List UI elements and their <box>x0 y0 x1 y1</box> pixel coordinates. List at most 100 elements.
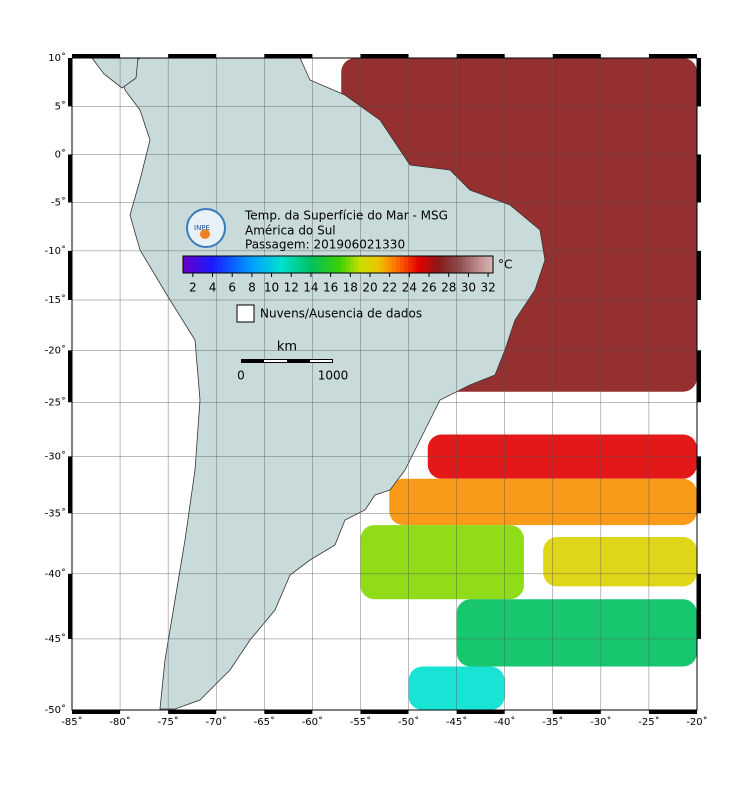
frame-segment <box>68 573 72 639</box>
colorbar-cell <box>303 256 308 273</box>
colorbar-cell <box>283 256 289 273</box>
colorbar-cell <box>469 256 475 273</box>
colorbar-cell <box>481 256 486 273</box>
frame-segment <box>697 350 701 403</box>
colorbar-cell <box>458 256 463 273</box>
lat-tick-label: -35˚ <box>45 507 66 519</box>
colorbar-tick-label: 26 <box>421 281 436 295</box>
colorbar-cell <box>341 256 347 273</box>
scale-end: 1000 <box>318 369 349 383</box>
colorbar-cell <box>264 256 269 273</box>
frame-segment <box>68 250 72 301</box>
colorbar-cell <box>198 256 203 273</box>
colorbar-cell <box>276 256 281 273</box>
colorbar-cell <box>287 256 292 273</box>
lat-tick-label: 5˚ <box>55 100 66 112</box>
colorbar-tick-label: 24 <box>402 281 417 295</box>
colorbar-tick-label: 18 <box>343 281 358 295</box>
scale-unit: km <box>277 340 297 355</box>
colorbar-cell <box>245 256 250 273</box>
colorbar-tick-label: 12 <box>284 281 299 295</box>
colorbar-cell <box>330 256 335 273</box>
colorbar-cell <box>376 256 382 273</box>
lon-tick-label: -35˚ <box>542 716 563 728</box>
frame-segment <box>648 54 697 58</box>
colorbar-cell <box>465 256 471 273</box>
colorbar-cell <box>423 256 428 273</box>
colorbar-tick-label: 8 <box>248 281 256 295</box>
sst-region <box>456 599 697 667</box>
colorbar-cell <box>415 256 420 273</box>
colorbar-cell <box>299 256 304 273</box>
lat-tick-label: -10˚ <box>45 245 66 257</box>
lat-tick-label: -45˚ <box>45 633 66 645</box>
lon-tick-label: -80˚ <box>109 716 130 728</box>
colorbar-cell <box>252 256 258 273</box>
frame-segment <box>456 710 505 714</box>
colorbar-cell <box>369 256 374 273</box>
colorbar-cell <box>473 256 478 273</box>
frame-segment <box>72 54 121 58</box>
lat-tick-label: 0˚ <box>55 148 66 160</box>
colorbar-cell <box>310 256 316 273</box>
colorbar-cell <box>477 256 482 273</box>
colorbar-cell <box>392 256 397 273</box>
colorbar-cell <box>388 256 393 273</box>
frame-segment <box>68 58 72 107</box>
colorbar-cell <box>318 256 323 273</box>
colorbar-tick-label: 22 <box>382 281 397 295</box>
colorbar-cell <box>349 256 354 273</box>
colorbar-cell <box>206 256 211 273</box>
colorbar-cell <box>225 256 230 273</box>
lon-tick-label: -60˚ <box>302 716 323 728</box>
colorbar-cell <box>365 256 370 273</box>
colorbar-cell <box>229 256 234 273</box>
lon-tick-label: -45˚ <box>446 716 467 728</box>
colorbar-cell <box>210 256 215 273</box>
logo <box>186 208 226 248</box>
colorbar-cell <box>400 256 405 273</box>
colorbar-cell <box>194 256 199 273</box>
frame-segment <box>68 456 72 514</box>
colorbar-cell <box>326 256 331 273</box>
logo-dot <box>200 229 210 239</box>
sst-region <box>543 537 697 587</box>
scale-bar-segment <box>264 360 287 362</box>
colorbar-cell <box>272 256 277 273</box>
frame-segment <box>264 54 313 58</box>
lon-tick-label: -50˚ <box>398 716 419 728</box>
colorbar-cell <box>384 256 389 273</box>
colorbar-cell <box>372 256 378 273</box>
colorbar-cell <box>214 256 219 273</box>
colorbar-cell <box>454 256 459 273</box>
colorbar-cell <box>241 256 246 273</box>
colorbar-cell <box>434 256 440 273</box>
sst-region <box>389 478 697 526</box>
colorbar-tick-label: 14 <box>303 281 318 295</box>
scale-bar-segment <box>310 360 332 362</box>
colorbar-cell <box>431 256 436 273</box>
colorbar-cell <box>248 256 254 273</box>
colorbar-cell <box>314 256 320 273</box>
lon-tick-label: -30˚ <box>590 716 611 728</box>
colorbar-tick-label: 32 <box>480 281 495 295</box>
colorbar-cell <box>279 256 285 273</box>
colorbar-cell <box>419 256 424 273</box>
lon-tick-label: -75˚ <box>157 716 178 728</box>
frame-segment <box>552 54 601 58</box>
frame-segment <box>697 573 701 639</box>
colorbar-cell <box>380 256 385 273</box>
colorbar-cell <box>361 256 366 273</box>
sst-region <box>427 434 697 479</box>
colorbar-cell <box>237 256 242 273</box>
colorbar-cell <box>256 256 261 273</box>
lat-tick-label: -25˚ <box>45 396 66 408</box>
info-title: Temp. da Superfície do Mar - MSG <box>244 209 448 223</box>
colorbar-cell <box>186 256 192 273</box>
colorbar-cell <box>442 256 447 273</box>
colorbar-frame <box>182 255 494 274</box>
lon-tick-label: -40˚ <box>494 716 515 728</box>
lon-tick-label: -85˚ <box>61 716 82 728</box>
colorbar-cell <box>403 256 409 273</box>
